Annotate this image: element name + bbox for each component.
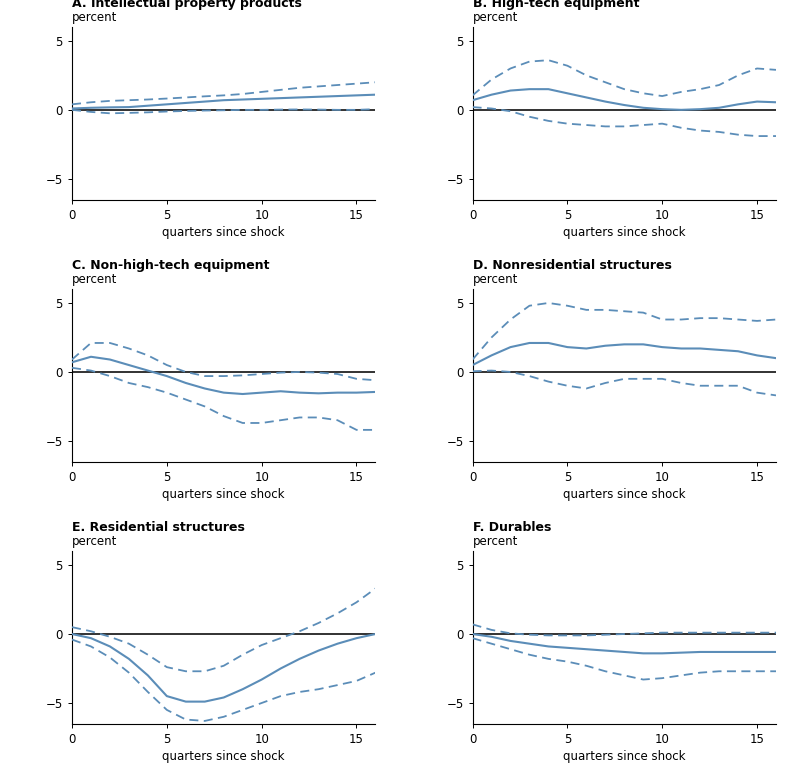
X-axis label: quarters since shock: quarters since shock	[563, 488, 686, 501]
Text: D. Nonresidential structures: D. Nonresidential structures	[473, 259, 671, 272]
X-axis label: quarters since shock: quarters since shock	[162, 750, 285, 763]
Text: A. Intellectual property products: A. Intellectual property products	[72, 0, 302, 10]
Text: C. Non-high-tech equipment: C. Non-high-tech equipment	[72, 259, 270, 272]
Text: B. High-tech equipment: B. High-tech equipment	[473, 0, 639, 10]
Text: F. Durables: F. Durables	[473, 521, 551, 534]
Text: percent: percent	[72, 535, 118, 548]
X-axis label: quarters since shock: quarters since shock	[563, 226, 686, 238]
Text: percent: percent	[72, 11, 118, 24]
Text: percent: percent	[473, 272, 518, 286]
X-axis label: quarters since shock: quarters since shock	[162, 488, 285, 501]
Text: percent: percent	[473, 535, 518, 548]
Text: percent: percent	[72, 272, 118, 286]
Text: E. Residential structures: E. Residential structures	[72, 521, 245, 534]
X-axis label: quarters since shock: quarters since shock	[162, 226, 285, 238]
Text: percent: percent	[473, 11, 518, 24]
X-axis label: quarters since shock: quarters since shock	[563, 750, 686, 763]
